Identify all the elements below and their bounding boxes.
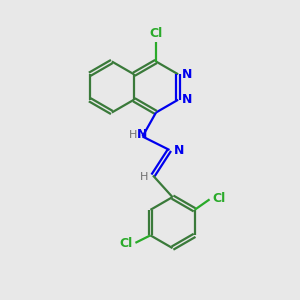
Text: N: N xyxy=(182,68,192,81)
Text: Cl: Cl xyxy=(120,237,133,250)
Text: N: N xyxy=(182,93,192,106)
Text: H: H xyxy=(129,130,137,140)
Text: H: H xyxy=(140,172,148,182)
Text: Cl: Cl xyxy=(149,27,163,40)
Text: Cl: Cl xyxy=(212,192,225,205)
Text: N: N xyxy=(173,143,184,157)
Text: N: N xyxy=(137,128,148,142)
